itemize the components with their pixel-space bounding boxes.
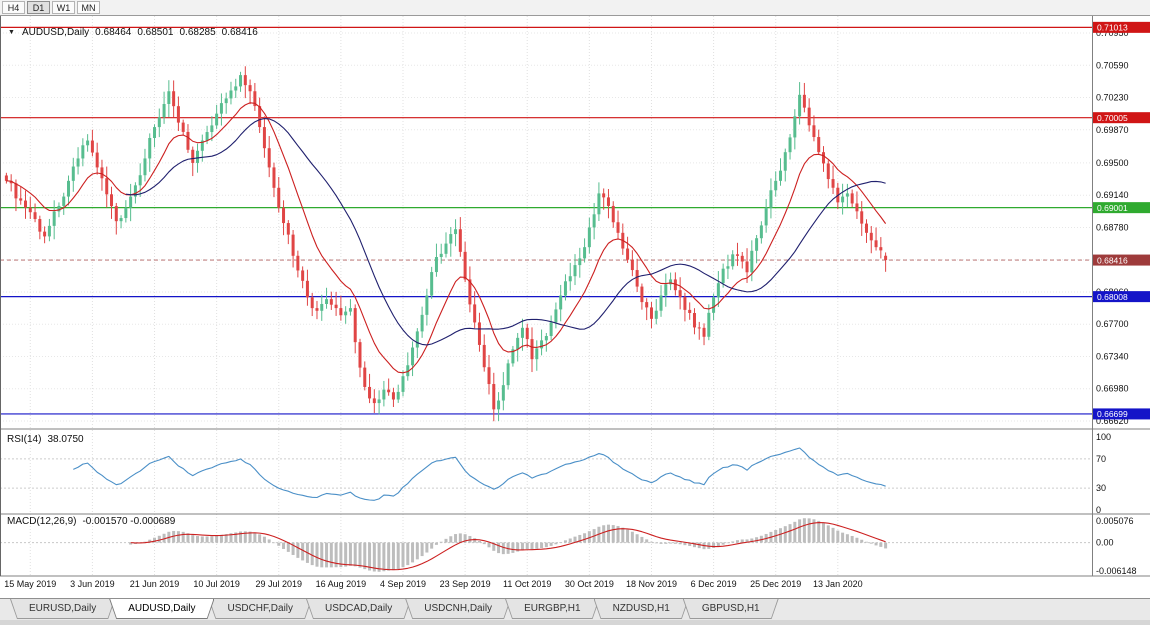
svg-text:0.71013: 0.71013 [1097, 23, 1128, 33]
svg-text:13 Jan 2020: 13 Jan 2020 [813, 579, 863, 589]
svg-text:0.69140: 0.69140 [1096, 190, 1129, 200]
tab-label: GBPUSD,H1 [701, 603, 760, 614]
tab-eurgbp-h1[interactable]: EURGBP,H1 [505, 599, 600, 619]
tab-eurusd-daily[interactable]: EURUSD,Daily [10, 599, 115, 619]
svg-text:30 Oct 2019: 30 Oct 2019 [565, 579, 614, 589]
tab-label: EURGBP,H1 [524, 603, 581, 614]
svg-text:0.67340: 0.67340 [1096, 351, 1129, 361]
svg-text:0.69870: 0.69870 [1096, 125, 1129, 135]
level-lines-layer [0, 26, 1092, 415]
svg-text:0.005076: 0.005076 [1096, 516, 1134, 526]
tab-usdchf-daily[interactable]: USDCHF,Daily [208, 599, 312, 619]
tab-label: USDCAD,Daily [325, 603, 393, 614]
svg-text:18 Nov 2019: 18 Nov 2019 [626, 579, 677, 589]
timeframe-button-mn[interactable]: MN [77, 1, 100, 14]
svg-text:0.70590: 0.70590 [1096, 60, 1129, 70]
svg-text:0.68780: 0.68780 [1096, 222, 1129, 232]
svg-text:25 Dec 2019: 25 Dec 2019 [750, 579, 801, 589]
timeframe-toolbar: H4 D1 W1 MN [0, 0, 1150, 16]
svg-text:0.70230: 0.70230 [1096, 93, 1129, 103]
tab-label: NZDUSD,H1 [612, 603, 670, 614]
svg-text:21 Jun 2019: 21 Jun 2019 [130, 579, 180, 589]
svg-text:0.66699: 0.66699 [1097, 409, 1128, 419]
svg-text:15 May 2019: 15 May 2019 [4, 579, 56, 589]
svg-text:6 Dec 2019: 6 Dec 2019 [691, 579, 737, 589]
tab-label: EURUSD,Daily [29, 603, 97, 614]
rsi-layer [0, 447, 1092, 501]
grid-layer [0, 16, 1092, 576]
svg-text:29 Jul 2019: 29 Jul 2019 [255, 579, 302, 589]
tab-nzdusd-h1[interactable]: NZDUSD,H1 [594, 599, 689, 619]
svg-text:16 Aug 2019: 16 Aug 2019 [316, 579, 367, 589]
chart-window: 15 May 2019 3 Jun 2019 21 Jun 2019 10 Jul 2… [0, 16, 1150, 598]
svg-text:23 Sep 2019: 23 Sep 2019 [440, 579, 491, 589]
macd-layer [0, 518, 1092, 572]
timeframe-button-h4[interactable]: H4 [2, 1, 25, 14]
tab-usdcnh-daily[interactable]: USDCNH,Daily [405, 599, 511, 619]
price-tags-layer: 0.71013 0.70005 0.69001 0.68008 0.66699 0.684… [1093, 21, 1150, 420]
chart-tab-bar: EURUSD,Daily AUDUSD,Daily USDCHF,Daily U… [0, 598, 1150, 620]
tab-gbpusd-h1[interactable]: GBPUSD,H1 [683, 599, 779, 619]
svg-text:30: 30 [1096, 483, 1106, 493]
svg-text:0.70005: 0.70005 [1097, 113, 1128, 123]
svg-text:0.00: 0.00 [1096, 538, 1114, 548]
svg-text:0.70950: 0.70950 [1096, 28, 1129, 38]
tab-label: USDCNH,Daily [424, 603, 493, 614]
svg-text:70: 70 [1096, 454, 1106, 464]
svg-text:0.66980: 0.66980 [1096, 384, 1129, 394]
svg-text:0.67700: 0.67700 [1096, 319, 1129, 329]
svg-text:4 Sep 2019: 4 Sep 2019 [380, 579, 426, 589]
svg-text:-0.006148: -0.006148 [1096, 566, 1137, 576]
chart-canvas[interactable]: 15 May 2019 3 Jun 2019 21 Jun 2019 10 Jul 2… [0, 16, 1150, 598]
svg-text:0.68416: 0.68416 [1097, 255, 1128, 265]
svg-text:0.69500: 0.69500 [1096, 158, 1129, 168]
candles-layer [4, 66, 888, 422]
svg-text:100: 100 [1096, 432, 1111, 442]
moving-averages-layer [6, 102, 887, 374]
svg-text:10 Jul 2019: 10 Jul 2019 [193, 579, 240, 589]
timeframe-button-w1[interactable]: W1 [52, 1, 75, 14]
tab-label: AUDUSD,Daily [128, 603, 196, 614]
svg-text:0.69001: 0.69001 [1097, 203, 1128, 213]
svg-text:11 Oct 2019: 11 Oct 2019 [503, 579, 551, 589]
svg-text:0.68008: 0.68008 [1097, 292, 1128, 302]
svg-text:0: 0 [1096, 505, 1101, 515]
svg-text:0.66620: 0.66620 [1096, 416, 1129, 426]
tab-audusd-daily[interactable]: AUDUSD,Daily [109, 599, 214, 619]
timeframe-button-d1[interactable]: D1 [27, 1, 50, 14]
tab-label: USDCHF,Daily [227, 603, 294, 614]
svg-text:3 Jun 2019: 3 Jun 2019 [70, 579, 115, 589]
tab-usdcad-daily[interactable]: USDCAD,Daily [306, 599, 411, 619]
bottom-strip [0, 620, 1150, 625]
